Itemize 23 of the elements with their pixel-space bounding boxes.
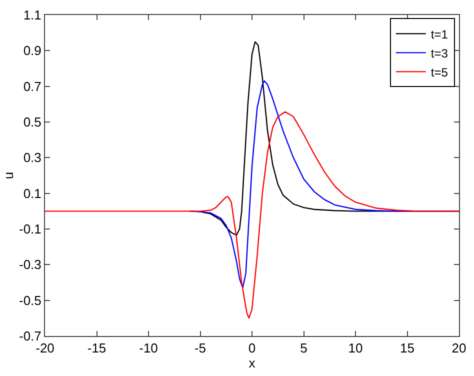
x-tick-label: 15 [400, 340, 414, 356]
x-tick-label: 0 [248, 340, 256, 356]
legend-label: t=5 [430, 65, 448, 80]
x-tick-label: -10 [139, 340, 158, 356]
x-tick-label: 5 [300, 340, 308, 356]
x-tick-label: 10 [348, 340, 363, 356]
line-series [45, 111, 459, 319]
y-tick-label: 0.5 [23, 114, 42, 130]
y-tick-label: 0.1 [23, 186, 42, 201]
x-axis-title: x [248, 356, 256, 371]
y-tick-label: 0.3 [23, 150, 42, 166]
x-tick-label: 20 [452, 340, 466, 356]
x-tick-label: -15 [87, 340, 106, 356]
y-tick-label: -0.5 [18, 292, 42, 308]
legend-label: t=3 [430, 46, 448, 60]
y-tick-label: -0.1 [18, 222, 42, 237]
y-tick-label: 0.9 [23, 43, 42, 58]
y-axis-title: u [0, 172, 16, 180]
y-tick-label: 1.1 [23, 8, 42, 23]
legend-label: t=1 [430, 27, 448, 42]
x-tick-label: -5 [194, 340, 206, 356]
y-tick-label: 0.7 [23, 78, 42, 94]
y-tick-label: -0.3 [18, 257, 42, 272]
